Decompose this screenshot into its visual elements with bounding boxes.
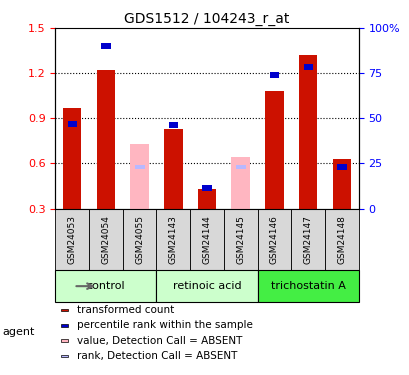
Bar — [332, 159, 350, 209]
FancyBboxPatch shape — [55, 270, 156, 302]
Bar — [134, 165, 144, 169]
Text: agent: agent — [2, 327, 34, 337]
FancyBboxPatch shape — [257, 209, 291, 270]
Bar — [164, 129, 182, 209]
Text: GSM24148: GSM24148 — [337, 215, 346, 264]
FancyBboxPatch shape — [223, 209, 257, 270]
Text: value, Detection Call = ABSENT: value, Detection Call = ABSENT — [76, 336, 241, 346]
FancyBboxPatch shape — [89, 209, 122, 270]
Text: transformed count: transformed count — [76, 305, 173, 315]
Bar — [61, 309, 68, 312]
Bar — [202, 186, 211, 190]
Bar — [130, 144, 148, 208]
FancyBboxPatch shape — [122, 209, 156, 270]
Text: GSM24143: GSM24143 — [169, 215, 178, 264]
Bar — [61, 324, 68, 327]
Bar — [235, 165, 245, 169]
FancyBboxPatch shape — [55, 209, 89, 270]
Text: retinoic acid: retinoic acid — [172, 281, 241, 291]
Bar — [61, 355, 68, 357]
Text: rank, Detection Call = ABSENT: rank, Detection Call = ABSENT — [76, 351, 236, 361]
Bar — [101, 43, 110, 49]
Text: GSM24055: GSM24055 — [135, 215, 144, 264]
Bar — [337, 164, 346, 170]
Text: control: control — [86, 281, 125, 291]
Bar — [168, 122, 178, 128]
FancyBboxPatch shape — [156, 270, 257, 302]
Text: GSM24054: GSM24054 — [101, 215, 110, 264]
Text: GSM24144: GSM24144 — [202, 215, 211, 264]
Bar — [303, 64, 312, 70]
Bar — [97, 70, 115, 209]
Bar — [265, 91, 283, 208]
Bar — [202, 185, 211, 191]
Bar — [231, 157, 249, 209]
Title: GDS1512 / 104243_r_at: GDS1512 / 104243_r_at — [124, 12, 289, 26]
Text: GSM24147: GSM24147 — [303, 215, 312, 264]
Text: GSM24145: GSM24145 — [236, 215, 245, 264]
FancyBboxPatch shape — [257, 270, 358, 302]
Bar — [67, 121, 76, 127]
Text: percentile rank within the sample: percentile rank within the sample — [76, 320, 252, 330]
Text: trichostatin A: trichostatin A — [270, 281, 345, 291]
FancyBboxPatch shape — [156, 209, 190, 270]
Text: GSM24146: GSM24146 — [269, 215, 278, 264]
FancyBboxPatch shape — [291, 209, 324, 270]
Text: GSM24053: GSM24053 — [67, 215, 76, 264]
FancyBboxPatch shape — [190, 209, 223, 270]
Bar — [61, 339, 68, 342]
Bar — [197, 189, 216, 209]
Bar — [63, 108, 81, 208]
FancyBboxPatch shape — [324, 209, 358, 270]
Bar — [298, 55, 317, 208]
Bar — [197, 189, 216, 209]
Bar — [269, 72, 279, 78]
